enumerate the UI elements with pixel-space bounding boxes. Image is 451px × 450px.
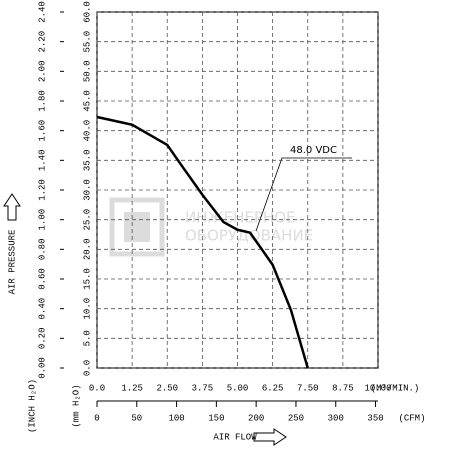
- watermark-logo: [109, 197, 165, 257]
- x2-unit: (CFM): [398, 413, 425, 423]
- y-tick-label: 35.0: [82, 150, 92, 172]
- x-tick-label: 10.00: [364, 383, 391, 393]
- y2-tick-label: 1.00: [37, 209, 47, 231]
- x-tick-label: 2.50: [156, 383, 178, 393]
- series-label: 48.0 VDC: [290, 145, 337, 156]
- series-line: [96, 115, 309, 369]
- y-tick-label: 20.0: [82, 239, 92, 261]
- watermark-logo: [124, 212, 150, 242]
- x2-tick-label: 150: [208, 413, 224, 423]
- x2-tick-label: 0: [94, 413, 99, 423]
- y-unit: (mm H₂O): [71, 384, 81, 427]
- x-tick-label: 0.0: [89, 383, 105, 393]
- y2-tick-label: 0.00: [37, 357, 47, 379]
- y-tick-label: 55.0: [82, 31, 92, 53]
- annotation-leader: [255, 157, 352, 232]
- y-tick-label: 45.0: [82, 90, 92, 112]
- y-title: AIR PRESSURE: [7, 230, 17, 295]
- y2-tick-label: 0.20: [37, 328, 47, 350]
- y2-tick-label: 2.40: [37, 1, 47, 23]
- y-tick-label: 50.0: [82, 61, 92, 83]
- y2-tick-label: 1.20: [37, 179, 47, 201]
- x2-tick-label: 250: [288, 413, 304, 423]
- y2-tick-label: 1.40: [37, 150, 47, 172]
- y-tick-label: 15.0: [82, 268, 92, 290]
- y-tick-label: 60.0: [82, 1, 92, 23]
- x-tick-label: 7.50: [297, 383, 319, 393]
- y2-tick-label: 2.00: [37, 61, 47, 83]
- y2-tick-label: 0.60: [37, 268, 47, 290]
- y2-tick-label: 1.80: [37, 90, 47, 112]
- y2-tick-label: 1.60: [37, 120, 47, 142]
- watermark-text: ОБОРУДОВАНИЕ: [185, 227, 313, 245]
- x-tick-label: 1.25: [121, 383, 143, 393]
- x-unit: (M³/MIN.): [371, 383, 420, 393]
- watermark-text: ИНЖЕНЕРНОЕ: [185, 209, 296, 227]
- y-tick-label: 25.0: [82, 209, 92, 231]
- y-arrow: [3, 193, 21, 221]
- x-title: AIR FLOW: [213, 432, 257, 442]
- y-tick-label: 5.0: [82, 330, 92, 346]
- x-tick-label: 3.75: [192, 383, 214, 393]
- y-tick-label: 40.0: [82, 120, 92, 142]
- x2-tick-label: 350: [367, 413, 383, 423]
- y2-tick-label: 2.20: [37, 31, 47, 53]
- y-tick-label: 0.0: [82, 360, 92, 376]
- y2-tick-label: 0.40: [37, 298, 47, 320]
- x2-tick-label: 100: [168, 413, 184, 423]
- y2-tick-label: 0.80: [37, 239, 47, 261]
- x2-tick-label: 50: [131, 413, 142, 423]
- y-tick-label: 30.0: [82, 179, 92, 201]
- x2-tick-label: 200: [248, 413, 264, 423]
- y-tick-label: 10.0: [82, 298, 92, 320]
- x-tick-label: 5.00: [227, 383, 249, 393]
- y2-unit: (INCH H₂O): [27, 379, 37, 433]
- x-tick-label: 8.75: [332, 383, 354, 393]
- x-tick-label: 6.25: [262, 383, 284, 393]
- x2-tick-label: 300: [328, 413, 344, 423]
- x-arrow: [253, 428, 287, 446]
- watermark: ИНЖЕНЕРНОЕ ОБОРУДОВАНИЕ: [109, 197, 313, 257]
